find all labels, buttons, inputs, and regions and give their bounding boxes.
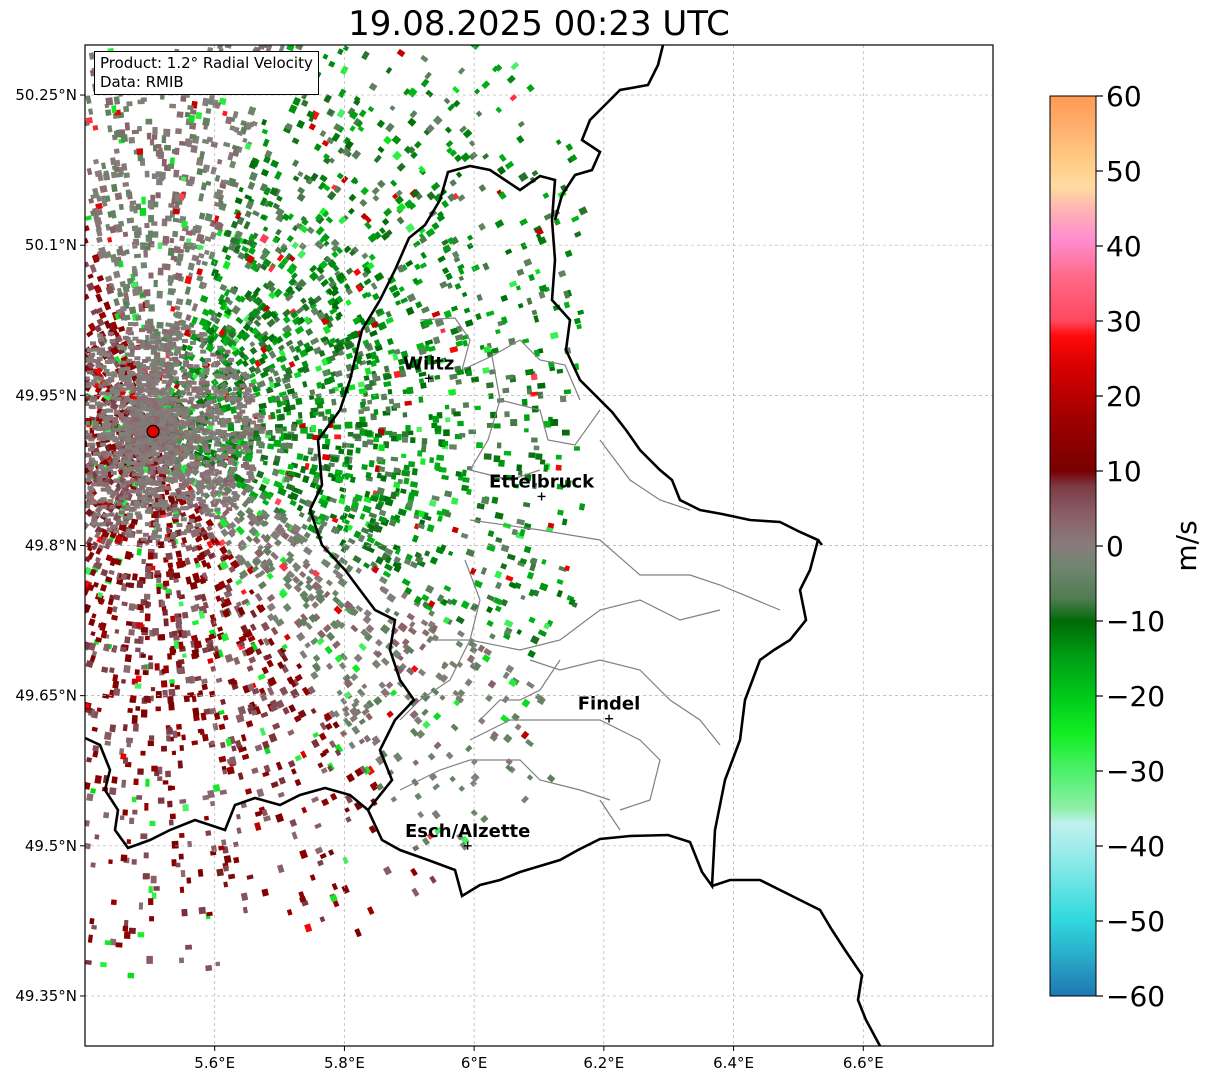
city-marker xyxy=(537,492,546,501)
lat-tick-label: 49.8°N xyxy=(25,537,77,555)
product-label: Product: 1.2° Radial Velocity xyxy=(100,54,313,72)
lat-tick-label: 49.95°N xyxy=(15,386,77,404)
colorbar: 60 50 40 30 20 10 0 −10 −20 −30 −40 −50 −60 m/s xyxy=(1049,80,1203,1013)
colorbar-tick-label: 10 xyxy=(1106,455,1142,488)
lat-tick-label: 50.25°N xyxy=(15,86,77,104)
colorbar-tick-label: −40 xyxy=(1106,830,1165,863)
colorbar-tick-label: −10 xyxy=(1106,605,1165,638)
colorbar-tick-label: 50 xyxy=(1106,155,1142,188)
lon-tick-label: 5.6°E xyxy=(194,1054,235,1072)
france-belgium-border xyxy=(85,736,369,850)
lat-tick-label: 50.1°N xyxy=(25,236,77,254)
city-label: Wiltz xyxy=(403,353,454,374)
lat-tick-label: 49.65°N xyxy=(15,687,77,705)
colorbar-tick-label: 0 xyxy=(1106,530,1124,563)
colorbar-tick-label: −20 xyxy=(1106,680,1165,713)
colorbar-tick-label: −50 xyxy=(1106,905,1165,938)
luxembourg-border xyxy=(308,164,820,899)
city-label: Ettelbruck xyxy=(489,471,595,492)
city-label: Esch/Alzette xyxy=(405,821,530,842)
colorbar-tick-label: −60 xyxy=(1106,980,1165,1013)
lat-tick-label: 49.35°N xyxy=(15,987,77,1005)
colorbar-tick-label: 30 xyxy=(1106,305,1142,338)
lon-tick-label: 6°E xyxy=(461,1054,488,1072)
city-markers: Wiltz Ettelbruck Findel Esch/Alzette xyxy=(403,353,641,850)
lon-tick-label: 5.8°E xyxy=(324,1054,365,1072)
city-marker xyxy=(463,841,472,850)
city-marker xyxy=(424,374,433,383)
lon-tick-label: 6.2°E xyxy=(583,1054,624,1072)
radar-site-dot xyxy=(146,424,160,438)
radar-echoes xyxy=(85,45,588,979)
product-info-box: Product: 1.2° Radial Velocity Data: RMIB xyxy=(94,51,319,95)
colorbar-tick-label: 60 xyxy=(1106,80,1142,113)
colorbar-unit-label: m/s xyxy=(1170,520,1203,571)
borders xyxy=(85,45,882,1046)
map-axes: 5.6°E 5.8°E 6°E 6.2°E 6.4°E 6.6°E 50.25°N 50.1°… xyxy=(15,86,883,1072)
radar-site-marker xyxy=(146,424,160,438)
map-title: 19.08.2025 00:23 UTC xyxy=(348,4,730,44)
colorbar-tick-label: 20 xyxy=(1106,380,1142,413)
colorbar-tick-label: −30 xyxy=(1106,755,1165,788)
lon-tick-label: 6.4°E xyxy=(713,1054,754,1072)
city-marker xyxy=(605,714,614,723)
city-label: Findel xyxy=(578,694,641,715)
colorbar-tick-label: 40 xyxy=(1106,230,1142,263)
germany-border xyxy=(553,45,882,1046)
lat-tick-label: 49.5°N xyxy=(25,837,77,855)
lon-tick-label: 6.6°E xyxy=(843,1054,884,1072)
canton-boundaries xyxy=(399,317,781,831)
data-source-label: Data: RMIB xyxy=(100,73,184,91)
colorbar-scale xyxy=(1049,95,1097,997)
